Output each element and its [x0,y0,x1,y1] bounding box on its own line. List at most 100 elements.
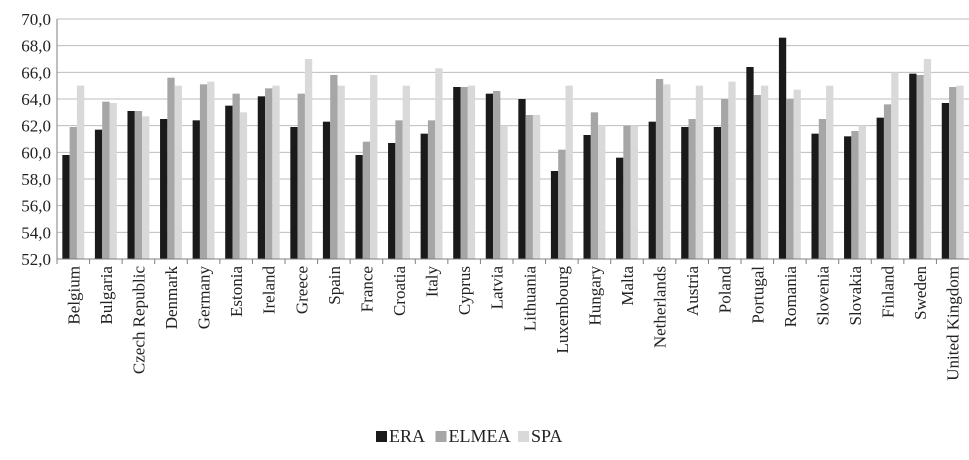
bar-spa [695,85,704,260]
x-tick-label: Belgium [64,266,83,325]
bar-spa [435,68,443,259]
bar-spa [532,115,541,259]
bar-elmea [590,112,599,259]
x-tick-label: Luxembourg [553,266,572,354]
bar-spa [663,84,671,259]
bar-era [941,103,950,259]
x-tick-label: Ireland [260,266,279,315]
bar-elmea [851,131,859,259]
bar-spa [956,85,964,260]
bar-era [616,157,624,259]
bar-spa [207,81,215,260]
bar-era [746,67,754,259]
bar-elmea [427,120,436,259]
bar-elmea [199,84,208,259]
y-tick-label: 64,0 [21,90,51,109]
y-tick-label: 52,0 [21,250,51,269]
legend-swatch-spa [518,431,529,442]
x-tick-label: Hungary [585,266,604,326]
bar-elmea [102,101,110,260]
bar-era [453,87,461,259]
x-tick-label: Germany [195,266,214,330]
bar-spa [565,85,573,260]
bar-spa [304,59,313,259]
legend-label-spa: SPA [531,426,562,446]
bar-elmea [786,99,794,259]
bar-era [94,129,103,259]
x-tick-label: Bulgaria [97,266,116,325]
bar-elmea [883,104,892,259]
bar-spa [76,85,85,260]
bar-era [550,171,559,259]
bar-era [811,133,819,259]
bar-spa [858,125,866,260]
bar-elmea [493,91,501,259]
x-tick-label: Spain [325,266,344,305]
bar-elmea [753,95,761,259]
legend-swatch-era [376,431,387,442]
bar-elmea [395,120,403,259]
bar-elmea [949,87,957,259]
bar-elmea [460,87,468,259]
x-tick-label: Romania [781,266,800,328]
x-tick-label: Croatia [390,266,409,316]
bar-era [713,127,722,259]
bar-spa [760,85,769,260]
x-tick-label: Malta [618,266,637,306]
y-tick-label: 54,0 [21,223,51,242]
bar-spa [728,81,736,260]
y-tick-label: 58,0 [21,170,51,189]
legend-label-era: ERA [389,426,425,446]
x-tick-label: Finland [879,266,898,318]
bar-era [518,99,526,259]
bar-era [420,133,428,259]
x-tick-label: Slovakia [846,266,865,326]
x-tick-label: Slovenia [813,266,832,326]
bar-elmea [297,93,305,260]
x-tick-label: Netherlands [651,266,670,348]
bar-elmea [134,111,143,259]
bar-era [648,121,656,260]
bar-spa [337,85,345,260]
bar-era [290,127,298,259]
bar-elmea [265,88,273,259]
bar-era [485,93,494,260]
x-tick-label: Estonia [227,266,246,317]
bar-era [127,111,135,259]
bar-elmea [623,125,631,260]
x-tick-label: Czech Republic [129,266,148,375]
bar-era [225,105,233,260]
bar-era [778,37,787,259]
bar-spa [467,85,476,260]
x-tick-label: Greece [292,266,311,314]
x-tick-label: Italy [423,266,442,298]
bar-elmea [330,75,338,259]
y-axis-ticks: 52,0 54,0 56,0 58,0 60,0 62,0 64,0 66,0 68,0 70,0 [21,10,51,269]
bar-elmea [916,75,924,259]
bar-era [62,155,70,259]
bar-elmea [688,119,696,259]
bar-elmea [69,127,77,259]
bar-elmea [167,77,175,260]
bar-spa [500,125,508,260]
bar-spa [109,103,117,259]
x-tick-label: Poland [716,266,735,314]
bar-era [681,127,689,259]
bar-era [192,120,200,259]
x-tick-label: Latvia [488,266,507,310]
y-tick-label: 56,0 [21,197,51,216]
x-tick-label: United Kingdom [944,266,963,381]
axes [56,19,969,264]
y-tick-label: 68,0 [21,37,51,56]
x-tick-label: Lithuania [520,266,539,332]
bar-spa [370,75,378,259]
bar-spa [272,85,280,260]
bar-spa [923,59,932,259]
legend-label-elmea: ELMEA [449,426,511,446]
bar-elmea [558,149,566,259]
bar-era [322,121,331,260]
y-tick-label: 60,0 [21,143,51,162]
x-tick-label: Austria [683,266,702,317]
